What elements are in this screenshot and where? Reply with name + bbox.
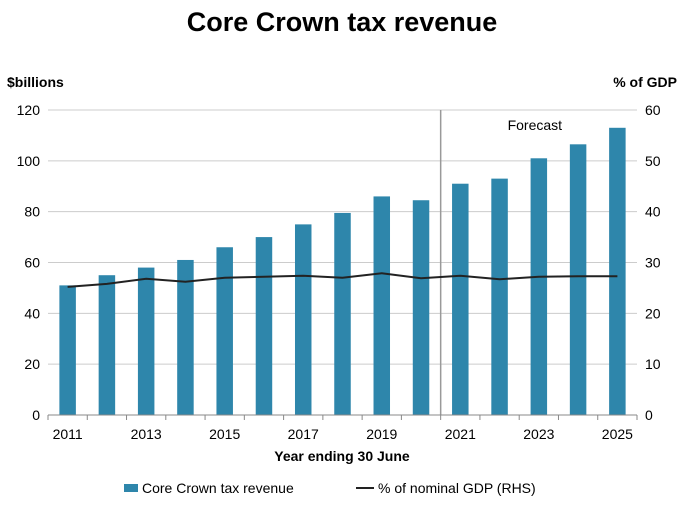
y-tick-label-right: 0 xyxy=(645,407,653,423)
bar-2022 xyxy=(491,178,508,415)
left-axis-unit: $billions xyxy=(7,74,64,90)
revenue-bars xyxy=(59,127,626,416)
bar-2015 xyxy=(216,247,233,415)
bar-2014 xyxy=(177,259,194,415)
bar-2019 xyxy=(373,196,391,415)
right-axis-ticks: 0 10 20 30 40 50 60 xyxy=(645,102,661,423)
x-axis-label: Year ending 30 June xyxy=(274,448,410,464)
x-tick-label: 2011 xyxy=(53,426,83,442)
bar-2013 xyxy=(137,267,155,415)
y-tick-label-left: 100 xyxy=(17,153,41,169)
forecast-label: Forecast xyxy=(508,117,563,133)
y-tick-label-left: 120 xyxy=(17,102,41,118)
x-tick-label: 2025 xyxy=(602,426,633,442)
gdp-share-line xyxy=(67,272,618,288)
bar-2018 xyxy=(334,212,351,415)
legend-label-revenue: Core Crown tax revenue xyxy=(142,480,294,496)
y-tick-label-right: 40 xyxy=(645,204,661,220)
legend-label-gdp: % of nominal GDP (RHS) xyxy=(378,480,536,496)
x-tick-label: 2013 xyxy=(131,426,162,442)
bar-2011 xyxy=(59,285,76,415)
x-tick-label: 2023 xyxy=(523,426,554,442)
bar-2012 xyxy=(98,275,116,415)
x-tick-label: 2019 xyxy=(366,426,397,442)
x-tick-label: 2021 xyxy=(445,426,476,442)
left-axis-ticks: 0 20 40 60 80 100 120 xyxy=(17,102,41,423)
legend: Core Crown tax revenue % of nominal GDP … xyxy=(124,480,536,496)
bar-2016 xyxy=(255,237,273,415)
y-tick-label-right: 10 xyxy=(645,356,661,372)
bar-2020 xyxy=(412,200,430,415)
y-tick-label-right: 20 xyxy=(645,305,661,321)
y-tick-label-left: 40 xyxy=(24,305,40,321)
x-axis-ticks: 2011 2013 2015 2017 2019 2021 2023 2025 xyxy=(47,415,638,442)
y-tick-label-left: 0 xyxy=(32,407,40,423)
x-tick-label: 2017 xyxy=(288,426,319,442)
chart-title: Core Crown tax revenue xyxy=(187,7,498,37)
y-tick-label-right: 50 xyxy=(645,153,661,169)
bar-2017 xyxy=(294,224,312,415)
x-tick-label: 2015 xyxy=(209,426,240,442)
y-tick-label-left: 80 xyxy=(24,204,40,220)
bar-2025 xyxy=(609,127,626,416)
y-tick-label-left: 20 xyxy=(24,356,40,372)
bar-2024 xyxy=(569,144,587,415)
bar-2021 xyxy=(452,183,469,415)
right-axis-unit: % of GDP xyxy=(613,74,677,90)
legend-swatch-revenue xyxy=(124,484,138,492)
bar-2023 xyxy=(530,158,548,415)
y-tick-label-left: 60 xyxy=(24,255,40,271)
y-tick-label-right: 60 xyxy=(645,102,661,118)
y-tick-label-right: 30 xyxy=(645,255,661,271)
